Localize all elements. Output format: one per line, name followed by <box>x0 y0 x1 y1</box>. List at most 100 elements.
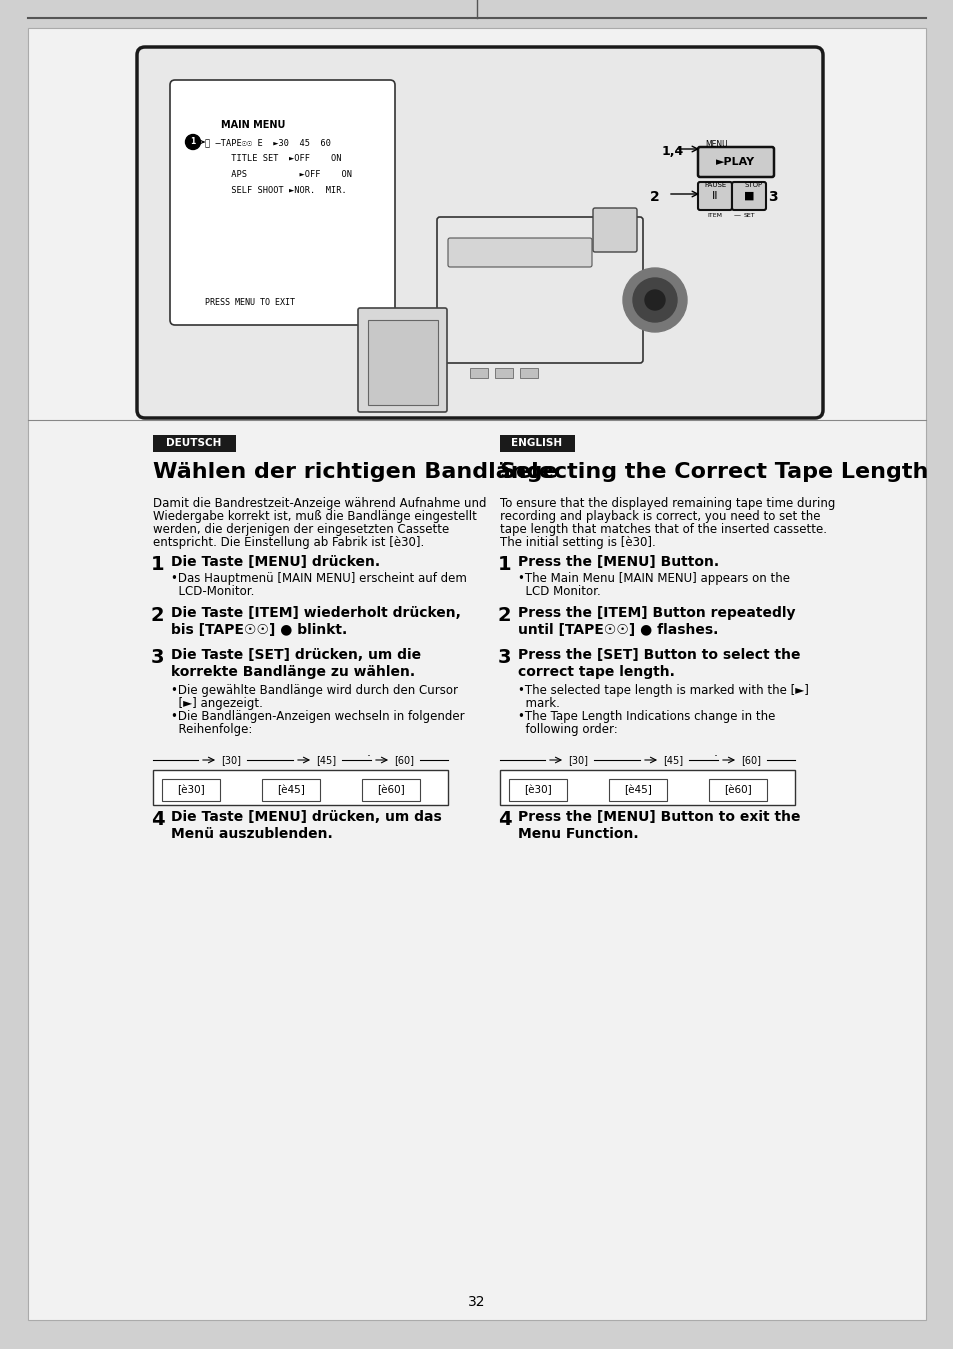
Text: —: — <box>733 212 740 219</box>
FancyBboxPatch shape <box>698 147 773 177</box>
Text: 4: 4 <box>151 809 165 830</box>
Text: MAIN MENU: MAIN MENU <box>220 120 285 130</box>
Text: Damit die Bandrestzeit-Anzeige während Aufnahme und: Damit die Bandrestzeit-Anzeige während A… <box>152 496 486 510</box>
Text: Wiedergabe korrekt ist, muß die Bandlänge eingestellt: Wiedergabe korrekt ist, muß die Bandläng… <box>152 510 476 523</box>
Text: [60]: [60] <box>740 755 760 765</box>
Text: •Die Bandlängen-Anzeigen wechseln in folgender: •Die Bandlängen-Anzeigen wechseln in fol… <box>171 710 464 723</box>
Text: entspricht. Die Einstellung ab Fabrik ist [è30].: entspricht. Die Einstellung ab Fabrik is… <box>152 536 424 549</box>
Text: Die Taste [MENU] drücken.: Die Taste [MENU] drücken. <box>171 554 379 569</box>
Text: following order:: following order: <box>517 723 618 737</box>
Text: ·: · <box>367 750 371 764</box>
Text: 1: 1 <box>191 138 195 147</box>
Bar <box>368 320 437 405</box>
FancyBboxPatch shape <box>162 778 220 800</box>
Text: werden, die derjenigen der eingesetzten Cassette: werden, die derjenigen der eingesetzten … <box>152 523 449 536</box>
Circle shape <box>644 290 664 310</box>
Text: To ensure that the displayed remaining tape time during: To ensure that the displayed remaining t… <box>499 496 835 510</box>
Text: 3: 3 <box>497 648 511 666</box>
Text: MENU: MENU <box>704 140 727 148</box>
Text: ENGLISH: ENGLISH <box>511 438 562 448</box>
Circle shape <box>633 278 677 322</box>
Text: tape length that matches that of the inserted cassette.: tape length that matches that of the ins… <box>499 523 826 536</box>
Text: Reihenfolge:: Reihenfolge: <box>171 723 253 737</box>
Text: 2: 2 <box>151 606 165 625</box>
FancyBboxPatch shape <box>509 778 566 800</box>
Text: [è45]: [è45] <box>623 784 651 795</box>
Text: 4: 4 <box>497 809 511 830</box>
Text: Wählen der richtigen Bandlänge: Wählen der richtigen Bandlänge <box>152 461 558 482</box>
Text: II: II <box>711 192 718 201</box>
Text: [è30]: [è30] <box>177 784 205 795</box>
Text: 3: 3 <box>151 648 164 666</box>
Text: Menu Function.: Menu Function. <box>517 827 638 840</box>
Text: 3: 3 <box>767 190 777 204</box>
FancyBboxPatch shape <box>361 778 419 800</box>
Text: [è60]: [è60] <box>723 784 751 795</box>
Text: [60]: [60] <box>394 755 414 765</box>
Text: ■: ■ <box>743 192 754 201</box>
Bar <box>470 368 488 378</box>
Text: LCD Monitor.: LCD Monitor. <box>517 585 600 598</box>
Text: Press the [MENU] Button.: Press the [MENU] Button. <box>517 554 719 569</box>
Text: 1: 1 <box>497 554 511 575</box>
Text: [45]: [45] <box>315 755 335 765</box>
Text: mark.: mark. <box>517 697 559 710</box>
Text: Menü auszublenden.: Menü auszublenden. <box>171 827 333 840</box>
FancyBboxPatch shape <box>708 778 766 800</box>
Text: ·: · <box>713 750 718 764</box>
Text: •Das Hauptmenü [MAIN MENU] erscheint auf dem: •Das Hauptmenü [MAIN MENU] erscheint auf… <box>171 572 466 585</box>
Text: Press the [SET] Button to select the: Press the [SET] Button to select the <box>517 648 800 662</box>
Text: [è60]: [è60] <box>376 784 404 795</box>
Text: PRESS MENU TO EXIT: PRESS MENU TO EXIT <box>205 298 294 308</box>
FancyBboxPatch shape <box>436 217 642 363</box>
Text: SELF SHOOT ►NOR.  MIR.: SELF SHOOT ►NOR. MIR. <box>205 186 346 196</box>
FancyBboxPatch shape <box>170 80 395 325</box>
Text: SET: SET <box>742 213 754 219</box>
Text: •The Tape Length Indications change in the: •The Tape Length Indications change in t… <box>517 710 775 723</box>
Text: 1,4: 1,4 <box>661 144 683 158</box>
Text: recording and playback is correct, you need to set the: recording and playback is correct, you n… <box>499 510 820 523</box>
Text: •Die gewählte Bandlänge wird durch den Cursor: •Die gewählte Bandlänge wird durch den C… <box>171 684 457 697</box>
Bar <box>499 434 575 452</box>
Text: bis [TAPE☉☉] ● blinkt.: bis [TAPE☉☉] ● blinkt. <box>171 623 347 637</box>
Text: •The Main Menu [MAIN MENU] appears on the: •The Main Menu [MAIN MENU] appears on th… <box>517 572 789 585</box>
Text: until [TAPE☉☉] ● flashes.: until [TAPE☉☉] ● flashes. <box>517 623 718 637</box>
Bar <box>152 770 448 805</box>
Text: Die Taste [MENU] drücken, um das: Die Taste [MENU] drücken, um das <box>171 809 441 824</box>
Text: •The selected tape length is marked with the [►]: •The selected tape length is marked with… <box>517 684 808 697</box>
Bar <box>499 770 794 805</box>
Text: [►] angezeigt.: [►] angezeigt. <box>171 697 263 710</box>
Text: TITLE SET  ►OFF    ON: TITLE SET ►OFF ON <box>205 154 341 163</box>
Text: Die Taste [ITEM] wiederholt drücken,: Die Taste [ITEM] wiederholt drücken, <box>171 606 460 621</box>
Text: korrekte Bandlänge zu wählen.: korrekte Bandlänge zu wählen. <box>171 665 415 679</box>
Text: Press the [ITEM] Button repeatedly: Press the [ITEM] Button repeatedly <box>517 606 795 621</box>
Text: DEUTSCH: DEUTSCH <box>166 438 221 448</box>
Text: 2: 2 <box>649 190 659 204</box>
Text: The initial setting is [è30].: The initial setting is [è30]. <box>499 536 655 549</box>
Text: Die Taste [SET] drücken, um die: Die Taste [SET] drücken, um die <box>171 648 420 662</box>
Text: LCD-Monitor.: LCD-Monitor. <box>171 585 254 598</box>
Bar <box>495 368 513 378</box>
Circle shape <box>185 135 200 150</box>
FancyBboxPatch shape <box>698 182 731 210</box>
Text: ITEM: ITEM <box>707 213 721 219</box>
Text: ►PLAY: ►PLAY <box>716 156 755 167</box>
Text: PAUSE: PAUSE <box>704 182 726 188</box>
FancyBboxPatch shape <box>731 182 765 210</box>
FancyBboxPatch shape <box>448 237 592 267</box>
Text: 1: 1 <box>151 554 165 575</box>
Text: [è45]: [è45] <box>276 784 305 795</box>
Circle shape <box>622 268 686 332</box>
Text: STOP: STOP <box>744 182 762 188</box>
FancyBboxPatch shape <box>593 208 637 252</box>
Text: 32: 32 <box>468 1295 485 1309</box>
Text: [30]: [30] <box>221 755 241 765</box>
FancyBboxPatch shape <box>262 778 319 800</box>
Text: ① —TAPE☉☉ E  ►30  45  60: ① —TAPE☉☉ E ►30 45 60 <box>205 138 331 147</box>
FancyBboxPatch shape <box>137 47 822 418</box>
Text: Selecting the Correct Tape Length: Selecting the Correct Tape Length <box>499 461 927 482</box>
Text: Press the [MENU] Button to exit the: Press the [MENU] Button to exit the <box>517 809 800 824</box>
Text: APS          ►OFF    ON: APS ►OFF ON <box>205 170 352 179</box>
Text: [è30]: [è30] <box>523 784 551 795</box>
Text: correct tape length.: correct tape length. <box>517 665 674 679</box>
